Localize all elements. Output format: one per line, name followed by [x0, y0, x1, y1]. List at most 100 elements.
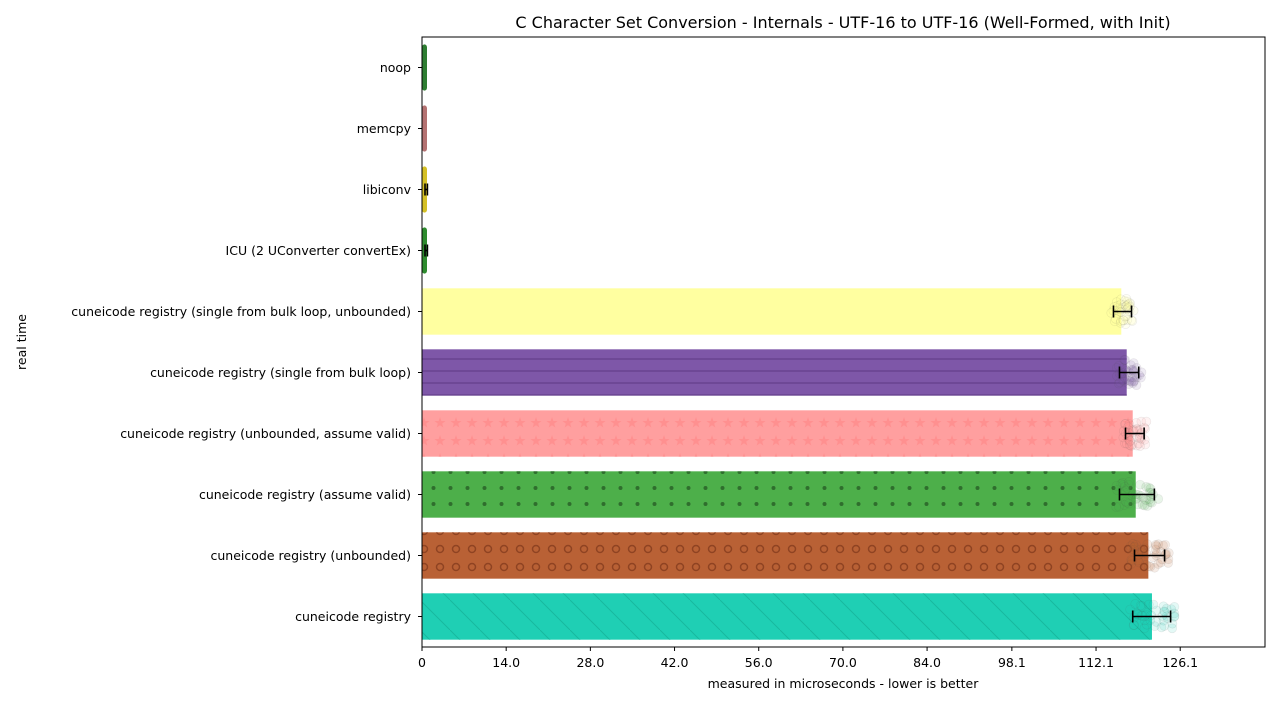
- y-axis-label: real time: [14, 314, 29, 370]
- sample-point: [1135, 441, 1145, 451]
- sample-point: [1126, 376, 1137, 387]
- sample-point: [1140, 439, 1151, 450]
- chart-title: C Character Set Conversion - Internals -…: [515, 13, 1170, 32]
- sample-point: [1156, 557, 1166, 568]
- sample-point: [1134, 438, 1144, 449]
- sample-point: [1117, 478, 1128, 488]
- y-tick-label: memcpy: [357, 121, 412, 136]
- sample-point: [1124, 419, 1135, 430]
- sample-point: [1153, 559, 1164, 569]
- sample-point: [1153, 539, 1164, 550]
- sample-point: [1130, 599, 1141, 609]
- sample-point: [1141, 482, 1151, 492]
- y-tick-label: cuneicode registry (single from bulk loo…: [71, 304, 411, 319]
- sample-point: [1123, 479, 1134, 490]
- sample-point: [1113, 378, 1124, 389]
- sample-point: [1139, 623, 1150, 634]
- sample-point: [1141, 548, 1152, 559]
- sample-point: [1149, 621, 1160, 631]
- sample-point: [1115, 377, 1125, 388]
- sample-point: [1142, 539, 1153, 549]
- sample-point: [1129, 376, 1140, 386]
- bar: [422, 105, 427, 152]
- sample-point: [1161, 603, 1172, 614]
- sample-point: [1132, 493, 1142, 503]
- sample-point: [1115, 318, 1126, 328]
- sample-point: [1159, 621, 1170, 631]
- sample-point: [1167, 623, 1177, 634]
- x-tick-label: 56.0: [745, 655, 773, 670]
- sample-point: [1133, 499, 1143, 510]
- sample-point: [1119, 500, 1130, 510]
- sample-point: [1141, 559, 1151, 570]
- sample-point: [1126, 559, 1136, 570]
- sample-point: [1129, 425, 1139, 435]
- sample-point: [1169, 608, 1180, 619]
- sample-point: [1129, 620, 1139, 630]
- sample-point: [1149, 562, 1160, 573]
- sample-point: [1134, 557, 1144, 568]
- sample-point: [1119, 355, 1130, 365]
- sample-point: [1126, 441, 1137, 451]
- bar-hatch: [422, 349, 1127, 396]
- sample-point: [1129, 612, 1139, 623]
- sample-point: [1119, 376, 1130, 387]
- y-tick-label: libiconv: [363, 182, 412, 197]
- sample-point: [1120, 319, 1131, 329]
- sample-point: [1137, 601, 1147, 611]
- sample-point: [1142, 619, 1152, 630]
- sample-point: [1145, 497, 1156, 507]
- sample-point: [1121, 294, 1132, 304]
- sample-point: [1127, 439, 1138, 450]
- sample-point: [1137, 500, 1148, 510]
- sample-point: [1150, 544, 1161, 555]
- sample-point: [1106, 308, 1117, 318]
- sample-point: [1118, 315, 1129, 326]
- sample-point: [1122, 438, 1132, 449]
- sample-point: [1116, 479, 1127, 489]
- x-tick-label: 70.0: [829, 655, 857, 670]
- sample-point: [1169, 602, 1180, 612]
- x-tick-label: 84.0: [913, 655, 941, 670]
- sample-point: [1163, 558, 1173, 568]
- sample-point: [1124, 376, 1135, 386]
- sample-point: [1136, 491, 1146, 501]
- sample-point: [1116, 294, 1126, 305]
- sample-point: [1121, 301, 1132, 311]
- sample-point: [1151, 541, 1161, 551]
- sample-point: [1136, 416, 1147, 427]
- sample-point: [1141, 495, 1151, 505]
- bar: [422, 288, 1122, 335]
- sample-point: [1151, 617, 1162, 627]
- x-tick-label: 42.0: [661, 655, 689, 670]
- sample-point: [1156, 622, 1167, 633]
- sample-point: [1127, 425, 1138, 436]
- sample-point: [1126, 555, 1137, 565]
- sample-point: [1144, 599, 1154, 610]
- sample-point: [1128, 378, 1138, 388]
- y-tick-label: cuneicode registry (assume valid): [199, 487, 411, 502]
- sample-point: [1148, 599, 1159, 610]
- sample-point: [1144, 482, 1154, 493]
- sample-point: [1120, 364, 1131, 375]
- plot-frame: [421, 36, 1266, 648]
- x-tick-label: 126.1: [1162, 655, 1198, 670]
- sample-point: [1140, 543, 1150, 554]
- sample-point: [1125, 435, 1135, 446]
- sample-point: [1131, 418, 1142, 428]
- x-tick-label: 98.1: [998, 655, 1026, 670]
- sample-point: [1132, 431, 1143, 442]
- sample-point: [1124, 498, 1134, 509]
- sample-point: [1151, 605, 1162, 616]
- sample-point: [1120, 355, 1131, 365]
- bar: [422, 44, 427, 91]
- sample-point: [1123, 299, 1134, 310]
- sample-point: [1118, 375, 1129, 385]
- sample-point: [1136, 372, 1146, 383]
- sample-point: [1145, 561, 1156, 572]
- x-tick-label: 14.0: [492, 655, 520, 670]
- sample-point: [1125, 298, 1135, 308]
- sample-point: [1110, 316, 1120, 327]
- sample-point: [1140, 423, 1150, 434]
